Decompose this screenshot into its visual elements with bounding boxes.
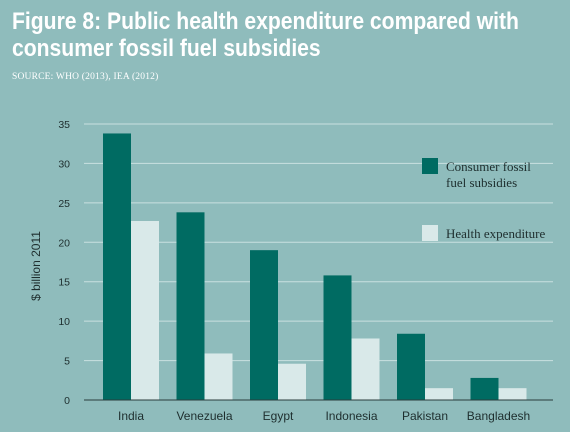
y-tick-label: 0 — [64, 395, 70, 407]
y-tick-label: 10 — [58, 316, 70, 328]
subsidies-bar — [103, 133, 131, 400]
legend-label-subsidies-line-1: Consumer fossil — [446, 159, 531, 174]
health-bar — [204, 353, 233, 400]
subsidies-bar — [323, 275, 352, 400]
x-tick-label: Egypt — [263, 409, 294, 423]
legend-swatch-subsidies — [422, 158, 438, 174]
health-bar — [425, 388, 453, 400]
x-tick-label: Pakistan — [402, 409, 448, 423]
chart-title-line-2: consumer fossil fuel subsidies — [12, 35, 321, 62]
subsidies-bar — [470, 377, 499, 400]
y-tick-label: 35 — [58, 119, 70, 131]
y-tick-label: 20 — [58, 237, 70, 249]
y-tick-label: 5 — [64, 356, 70, 368]
health-bar — [131, 220, 159, 400]
health-bar — [498, 388, 527, 400]
legend-label-subsidies-line-2: fuel subsidies — [446, 175, 517, 190]
chart-title: Figure 8: Public health expenditure comp… — [12, 8, 519, 62]
source-note: SOURCE: WHO (2013), IEA (2012) — [12, 72, 159, 82]
y-tick-label: 15 — [58, 277, 70, 289]
y-axis-label: $ billion 2011 — [29, 231, 43, 301]
health-bar — [278, 363, 306, 400]
chart-title-line-1: Figure 8: Public health expenditure comp… — [12, 8, 519, 35]
y-tick-label: 30 — [58, 158, 70, 170]
x-tick-label: Venezuela — [176, 409, 232, 423]
legend-label-health: Health expenditure — [446, 226, 545, 241]
health-bar — [351, 338, 380, 400]
x-tick-label: Indonesia — [325, 409, 377, 423]
subsidies-bar — [397, 333, 425, 400]
y-tick-label: 25 — [58, 198, 70, 210]
subsidies-bar — [176, 212, 205, 400]
x-tick-label: India — [118, 409, 144, 423]
x-tick-label: Bangladesh — [467, 409, 530, 423]
subsidies-bar — [250, 250, 278, 400]
legend-swatch-health — [422, 225, 438, 241]
